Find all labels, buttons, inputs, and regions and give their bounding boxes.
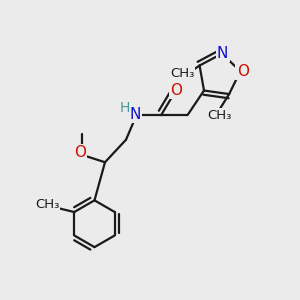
Text: CH₃: CH₃	[170, 67, 194, 80]
Text: O: O	[237, 64, 249, 79]
Text: O: O	[170, 83, 182, 98]
Text: N: N	[217, 46, 228, 61]
Text: O: O	[74, 145, 86, 160]
Text: N: N	[129, 107, 141, 122]
Text: CH₃: CH₃	[35, 198, 59, 211]
Text: CH₃: CH₃	[207, 109, 232, 122]
Text: H: H	[120, 101, 130, 115]
